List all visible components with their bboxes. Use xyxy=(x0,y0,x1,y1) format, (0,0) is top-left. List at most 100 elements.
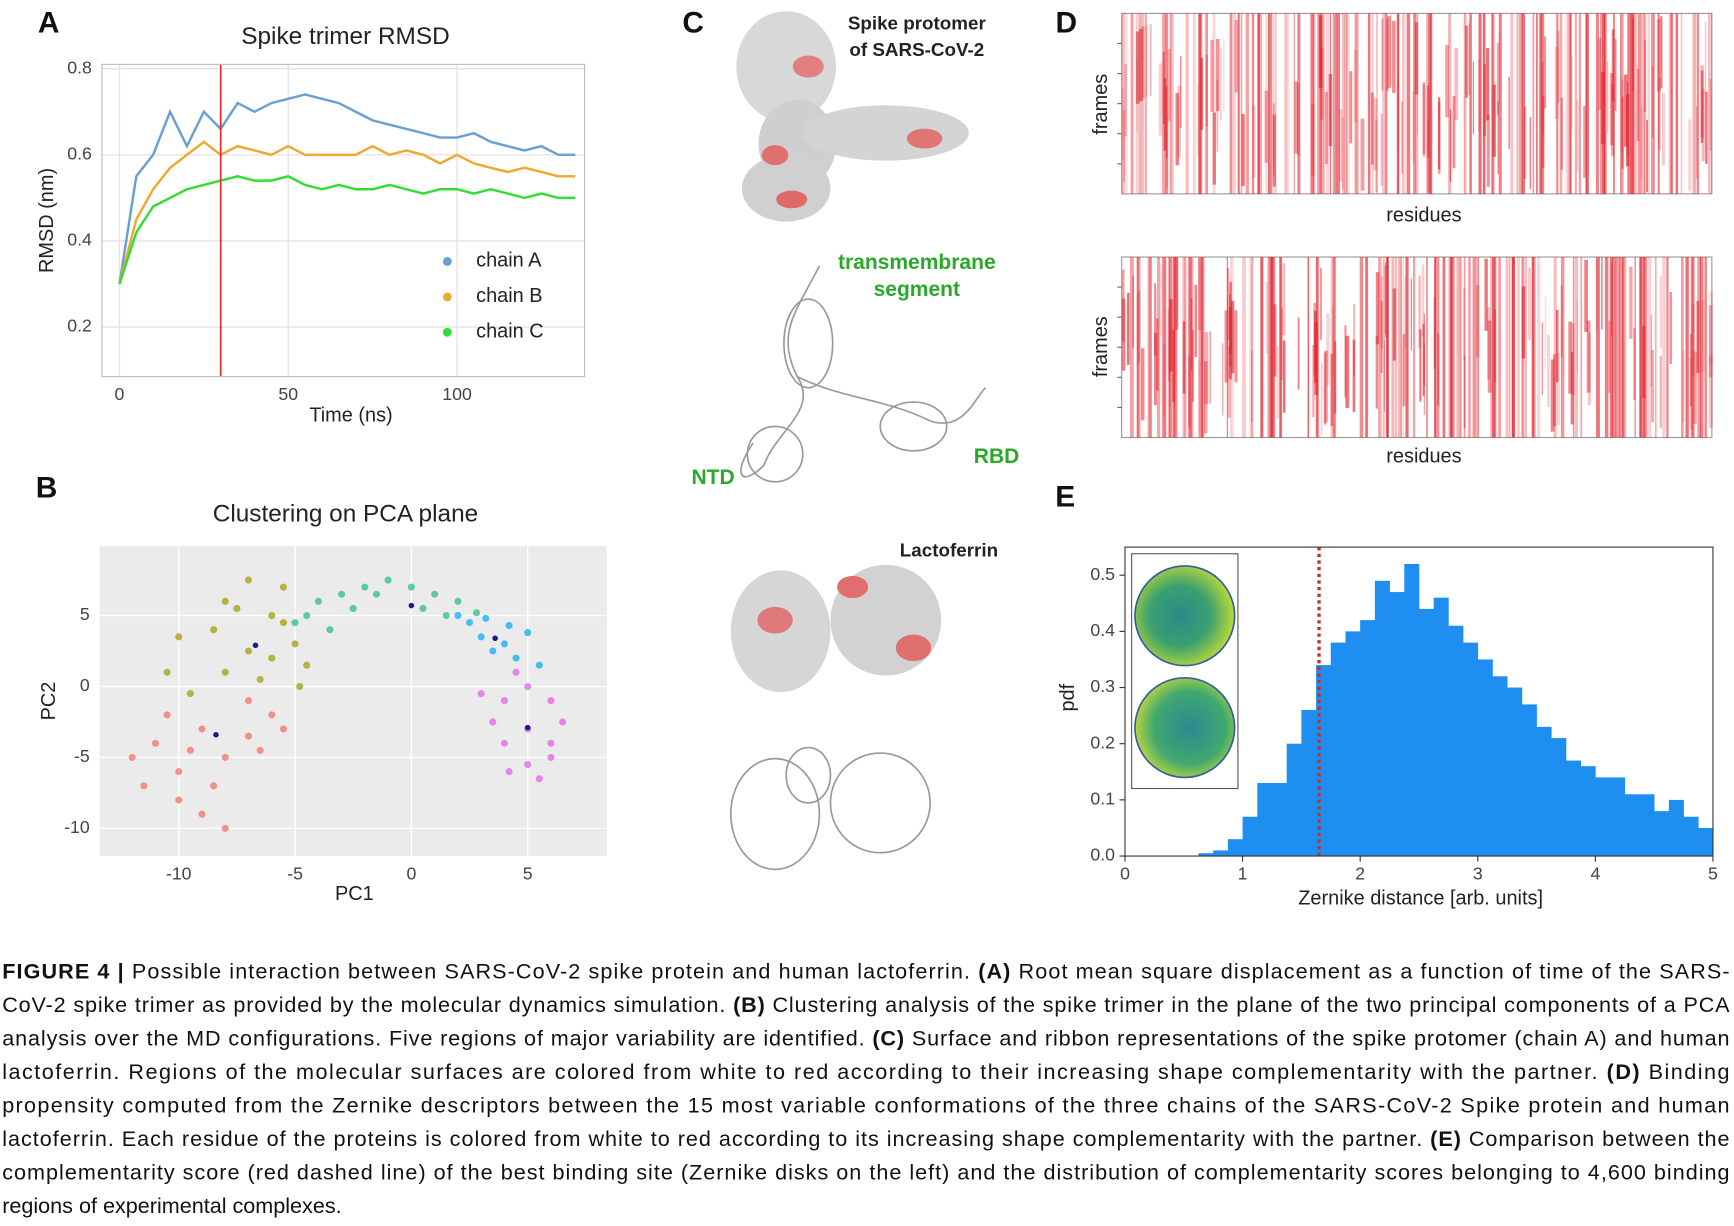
scatter-point xyxy=(524,629,532,637)
scatter-point xyxy=(454,611,462,620)
heatmap-stripe xyxy=(1121,13,1124,194)
heatmap-stripe xyxy=(1449,109,1452,182)
heatmap-stripe xyxy=(1188,257,1192,438)
scatter-point xyxy=(244,647,253,655)
heatmap-stripe xyxy=(1623,74,1628,147)
heatmap-stripe xyxy=(1426,257,1428,438)
heatmap-stripe xyxy=(1484,258,1488,331)
heatmap-stripe xyxy=(1162,257,1166,438)
scatter-point xyxy=(482,614,490,622)
heatmap-stripe xyxy=(1584,259,1588,332)
hist-bar xyxy=(1345,631,1361,857)
scatter-point xyxy=(163,668,171,676)
series-line xyxy=(118,93,576,285)
heatmap-stripe xyxy=(1646,119,1648,193)
heatmap-stripe xyxy=(1320,363,1323,436)
scatter-point xyxy=(372,590,381,598)
legend-label: chain C xyxy=(476,321,544,343)
heatmap-stripe xyxy=(1267,257,1270,438)
heatmap-stripe xyxy=(1392,288,1396,361)
heatmap-stripe xyxy=(1196,84,1199,157)
caption-bold: (E) xyxy=(1430,1126,1461,1151)
heatmap-stripe xyxy=(1415,13,1419,194)
heatmap-stripe xyxy=(1413,257,1415,438)
heatmap-stripe xyxy=(1620,13,1623,194)
heatmap-stripe xyxy=(1270,257,1275,438)
heatmap-stripe xyxy=(1486,48,1490,121)
hist-bar xyxy=(1433,597,1449,857)
heatmap-stripe xyxy=(1375,336,1378,409)
scatter-point xyxy=(244,732,253,740)
heatmap-stripe xyxy=(1258,13,1263,194)
heatmap-frame xyxy=(1121,256,1713,439)
heatmap-stripe xyxy=(1662,257,1666,438)
heatmap-stripe xyxy=(1468,257,1471,438)
heatmap-stripe xyxy=(1342,13,1345,194)
y-tick-label: -5 xyxy=(74,746,90,766)
heatmap-stripe xyxy=(1416,13,1418,194)
heatmap-stripe xyxy=(1378,257,1380,438)
heatmap-stripe xyxy=(1336,13,1340,194)
heatmap-stripe xyxy=(1334,257,1337,438)
caption-line: CoV-2 spike trimer as provided by the mo… xyxy=(2,992,1730,1017)
heatmap-stripe xyxy=(1274,13,1277,194)
heatmap-stripe xyxy=(1400,257,1403,438)
heatmap-stripe xyxy=(1360,118,1365,191)
heatmap-stripe xyxy=(1270,257,1273,438)
heatmap-stripe xyxy=(1490,257,1493,438)
heatmap-stripe xyxy=(1572,257,1575,438)
heatmap-stripe xyxy=(1448,13,1452,194)
heatmap-stripe xyxy=(1492,257,1497,438)
heatmap-stripe xyxy=(1523,106,1527,179)
chart-heatmap: residues frames xyxy=(1090,12,1713,226)
heatmap-stripe xyxy=(1224,310,1229,383)
heatmap-stripe xyxy=(1268,13,1272,194)
heatmap-stripe xyxy=(1188,355,1191,428)
heatmap-stripe xyxy=(1345,335,1350,408)
hist-bar xyxy=(1551,738,1567,857)
heatmap-stripe xyxy=(1710,13,1712,194)
heatmap-stripe xyxy=(1623,257,1627,438)
heatmap-stripe xyxy=(1524,257,1528,438)
chart-heatmap: residues frames xyxy=(1090,256,1714,468)
heatmap-stripe xyxy=(1483,64,1486,137)
heatmap-stripe xyxy=(1620,257,1625,438)
caption-bold: FIGURE 4 | xyxy=(2,958,123,983)
heatmap-stripe xyxy=(1639,257,1642,438)
heatmap-stripe xyxy=(1609,257,1613,438)
heatmap-stripe xyxy=(1241,113,1245,187)
heatmap-stripe xyxy=(1567,13,1572,194)
heatmap-stripe xyxy=(1265,281,1269,354)
scatter-point xyxy=(198,810,206,818)
heatmap-stripe xyxy=(1556,13,1559,194)
x-tick-label: 4 xyxy=(1590,864,1600,884)
scatter-point xyxy=(419,604,427,612)
panel-letter: D xyxy=(1056,6,1078,39)
heatmap-stripe xyxy=(1141,26,1145,99)
heatmap-stripe xyxy=(1221,343,1224,416)
heatmap-stripe xyxy=(1557,30,1560,103)
heatmap-stripe xyxy=(1386,18,1389,91)
heatmap-stripe xyxy=(1232,257,1234,438)
heatmap-stripe xyxy=(1138,13,1143,194)
scatter-point xyxy=(244,576,253,584)
heatmap-stripe xyxy=(1397,257,1402,438)
heatmap-stripe xyxy=(1682,350,1685,423)
heatmap-stripe xyxy=(1282,340,1286,413)
heatmap-stripe xyxy=(1332,305,1334,378)
scatter-point xyxy=(489,647,497,655)
heatmap-stripe xyxy=(1122,13,1125,194)
heatmap-stripe xyxy=(1402,257,1405,438)
heatmap-stripe xyxy=(1640,257,1643,438)
heatmap-stripe xyxy=(1614,39,1617,112)
lactoferrin-ribbon xyxy=(729,746,931,871)
heatmap-stripe xyxy=(1197,257,1201,330)
heatmap-stripe xyxy=(1569,13,1572,194)
heatmap-stripe xyxy=(1185,13,1189,194)
heatmap-stripe xyxy=(1691,257,1696,438)
heatmap-stripe xyxy=(1145,24,1148,97)
heatmap-stripe xyxy=(1155,318,1159,391)
heatmap-stripe xyxy=(1627,13,1632,194)
caption-text: Binding xyxy=(1641,1059,1729,1084)
heatmap-stripe xyxy=(1324,350,1328,423)
